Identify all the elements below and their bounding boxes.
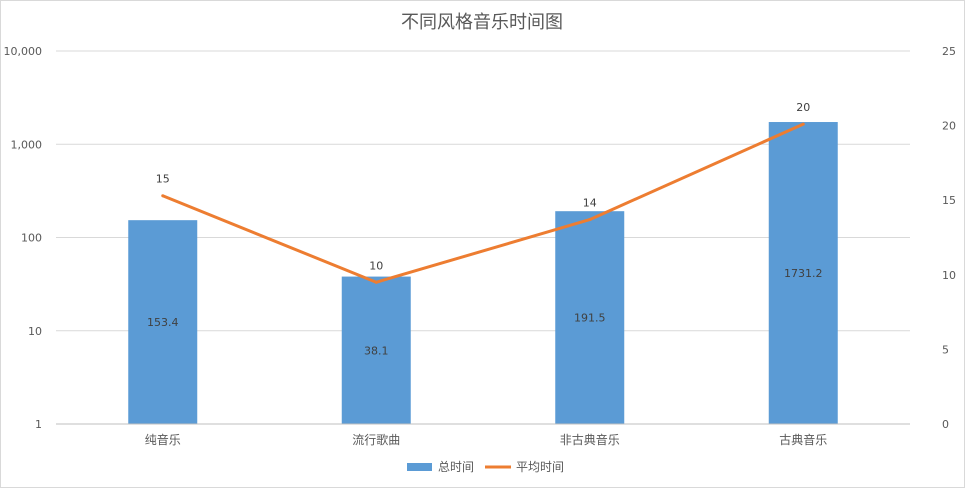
bar-data-label: 1731.2 <box>784 267 823 280</box>
right-tick-label: 5 <box>942 343 949 356</box>
bar-data-label: 38.1 <box>364 344 389 357</box>
category-label: 非古典音乐 <box>560 432 620 447</box>
right-tick-label: 15 <box>942 194 956 207</box>
right-tick-label: 25 <box>942 45 956 58</box>
legend-line-label: 平均时间 <box>516 460 564 474</box>
line-data-label: 20 <box>796 101 810 114</box>
category-label: 纯音乐 <box>145 432 181 447</box>
line-point <box>374 280 378 284</box>
left-tick-label: 1,000 <box>11 138 43 151</box>
left-tick-label: 10 <box>28 325 42 338</box>
category-label: 流行歌曲 <box>352 432 400 447</box>
bar <box>341 276 411 424</box>
left-tick-label: 10,000 <box>4 45 43 58</box>
bar <box>768 122 838 425</box>
right-tick-label: 0 <box>942 418 949 431</box>
line-path <box>162 122 804 284</box>
category-label: 古典音乐 <box>779 432 827 447</box>
legend-bar-label: 总时间 <box>438 460 474 474</box>
line-data-label: 10 <box>369 259 383 272</box>
bar-data-label: 191.5 <box>574 312 606 325</box>
line-point <box>588 218 592 222</box>
left-tick-label: 1 <box>35 418 42 431</box>
left-axis: 1 10 100 1,000 10,000 <box>4 45 43 431</box>
line-data-label: 14 <box>583 197 597 210</box>
bar <box>555 211 625 424</box>
bar-data-label: 153.4 <box>147 316 179 329</box>
legend: 总时间 平均时间 <box>407 460 564 474</box>
left-tick-label: 100 <box>21 232 42 245</box>
chart-title: 不同风格音乐时间图 <box>401 12 563 33</box>
line-series: 15 10 14 20 <box>156 101 810 284</box>
right-axis: 0 5 10 15 20 25 <box>942 45 956 431</box>
right-tick-label: 10 <box>942 269 956 282</box>
line-data-label: 15 <box>156 173 170 186</box>
bar-series: 153.4 38.1 191.5 1731.2 <box>128 122 838 425</box>
bar <box>128 220 198 424</box>
legend-bar-swatch <box>407 463 432 471</box>
line-point <box>801 122 805 126</box>
line-point <box>161 194 165 198</box>
right-tick-label: 20 <box>942 120 956 133</box>
x-axis: 纯音乐 流行歌曲 非古典音乐 古典音乐 <box>56 423 910 447</box>
